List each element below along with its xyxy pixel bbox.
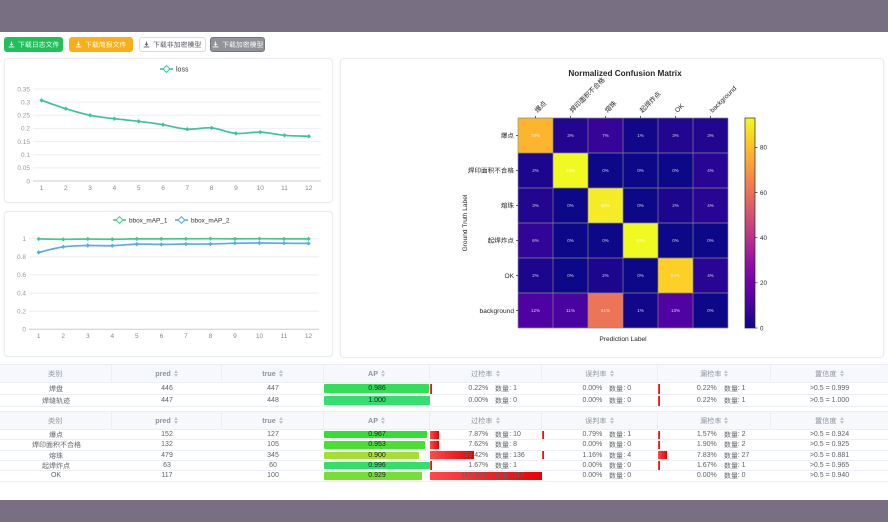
svg-text:1: 1 [22, 236, 26, 243]
svg-text:0: 0 [760, 325, 764, 332]
svg-text:6%: 6% [532, 238, 539, 243]
svg-text:0%: 0% [567, 238, 574, 243]
svg-text:0%: 0% [567, 273, 574, 278]
svg-text:6: 6 [160, 333, 164, 340]
svg-text:0%: 0% [637, 203, 644, 208]
svg-text:2%: 2% [532, 273, 539, 278]
svg-text:1%: 1% [637, 308, 644, 313]
svg-text:3: 3 [86, 333, 90, 340]
svg-text:1: 1 [37, 333, 41, 340]
svg-text:4: 4 [110, 333, 114, 340]
svg-text:2%: 2% [672, 203, 679, 208]
svg-text:2%: 2% [532, 168, 539, 173]
svg-text:84%: 84% [671, 273, 680, 278]
svg-text:OK: OK [674, 102, 686, 114]
svg-text:background: background [480, 308, 515, 315]
svg-text:12%: 12% [531, 308, 540, 313]
svg-text:0%: 0% [637, 168, 644, 173]
svg-text:12: 12 [305, 333, 313, 340]
svg-text:11: 11 [281, 333, 288, 340]
svg-text:bbox_mAP_1: bbox_mAP_1 [129, 218, 168, 225]
svg-text:9: 9 [233, 333, 237, 340]
svg-text:0%: 0% [567, 203, 574, 208]
svg-text:80: 80 [760, 145, 767, 152]
svg-text:Normalized Confusion Matrix: Normalized Confusion Matrix [568, 69, 682, 78]
svg-text:2: 2 [61, 333, 65, 340]
svg-text:Prediction Label: Prediction Label [599, 336, 647, 343]
svg-text:60: 60 [760, 190, 767, 197]
svg-text:0.4: 0.4 [17, 290, 26, 297]
svg-text:6: 6 [161, 185, 165, 192]
svg-text:0.3: 0.3 [21, 99, 30, 106]
svg-text:90%: 90% [601, 203, 610, 208]
svg-text:2: 2 [64, 185, 68, 192]
svg-text:3%: 3% [707, 133, 714, 138]
svg-text:bbox_mAP_2: bbox_mAP_2 [191, 218, 230, 225]
svg-text:9: 9 [234, 185, 238, 192]
svg-text:5: 5 [137, 185, 141, 192]
svg-text:0%: 0% [707, 308, 714, 313]
svg-text:0.35: 0.35 [17, 86, 30, 93]
svg-text:4%: 4% [707, 203, 714, 208]
svg-text:0%: 0% [637, 273, 644, 278]
svg-text:11: 11 [281, 185, 288, 192]
svg-text:11%: 11% [566, 308, 575, 313]
svg-text:4%: 4% [707, 273, 714, 278]
svg-text:61%: 61% [601, 308, 610, 313]
svg-text:0%: 0% [602, 238, 609, 243]
svg-text:3%: 3% [532, 203, 539, 208]
svg-text:3%: 3% [567, 133, 574, 138]
svg-text:13%: 13% [671, 308, 680, 313]
svg-text:Ground Truth Label: Ground Truth Label [462, 194, 469, 251]
svg-text:20: 20 [760, 280, 767, 287]
svg-text:0: 0 [22, 327, 26, 334]
svg-text:10: 10 [256, 333, 264, 340]
svg-text:OK: OK [504, 273, 514, 280]
svg-text:0%: 0% [672, 168, 679, 173]
svg-text:0: 0 [26, 178, 30, 185]
svg-text:2%: 2% [602, 273, 609, 278]
svg-text:0.8: 0.8 [17, 254, 26, 261]
svg-text:0%: 0% [672, 238, 679, 243]
svg-text:3%: 3% [672, 133, 679, 138]
svg-text:0.2: 0.2 [21, 126, 30, 133]
svg-text:8: 8 [209, 333, 213, 340]
svg-text:0%: 0% [602, 168, 609, 173]
svg-text:7: 7 [184, 333, 188, 340]
svg-text:7%: 7% [602, 133, 609, 138]
svg-text:7: 7 [185, 185, 189, 192]
svg-text:4: 4 [113, 185, 117, 192]
svg-text:0%: 0% [707, 238, 714, 243]
svg-text:4%: 4% [707, 168, 714, 173]
svg-text:3: 3 [88, 185, 92, 192]
svg-text:1%: 1% [637, 133, 644, 138]
svg-text:0.25: 0.25 [17, 113, 30, 120]
svg-text:background: background [709, 85, 739, 115]
svg-text:10: 10 [257, 185, 265, 192]
svg-text:93%: 93% [566, 168, 575, 173]
svg-text:loss: loss [176, 67, 189, 74]
svg-text:0.2: 0.2 [17, 309, 26, 316]
svg-text:0.15: 0.15 [17, 139, 30, 146]
svg-text:0.6: 0.6 [17, 272, 26, 279]
svg-text:0.05: 0.05 [17, 165, 30, 172]
svg-text:12: 12 [305, 185, 313, 192]
svg-text:40: 40 [760, 235, 767, 242]
svg-text:78%: 78% [531, 133, 540, 138]
svg-text:5: 5 [135, 333, 139, 340]
svg-text:1: 1 [40, 185, 44, 192]
svg-text:8: 8 [210, 185, 214, 192]
svg-text:0.1: 0.1 [21, 152, 30, 159]
svg-text:93%: 93% [636, 238, 645, 243]
